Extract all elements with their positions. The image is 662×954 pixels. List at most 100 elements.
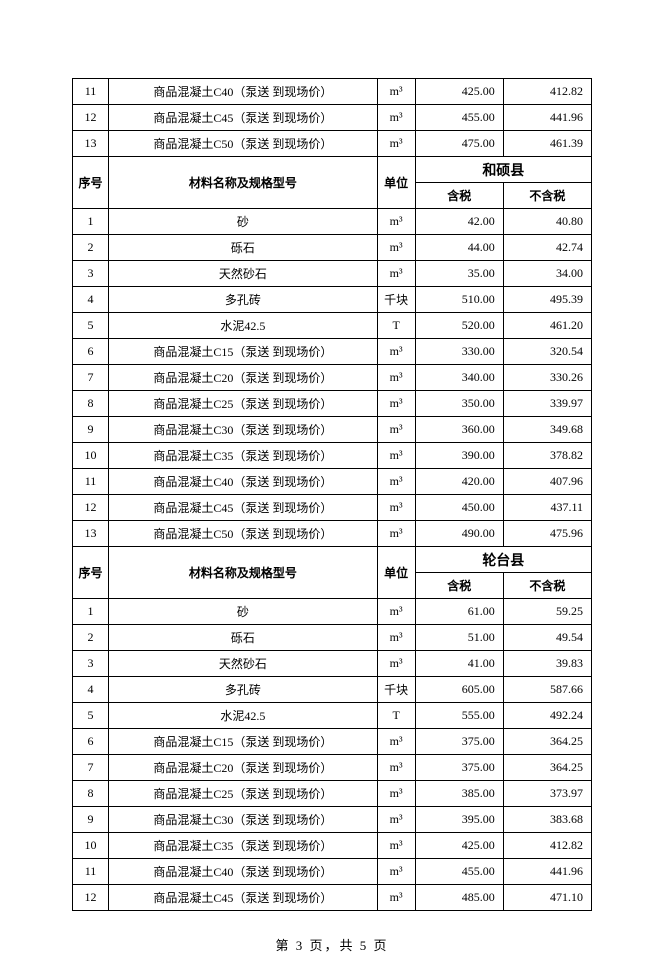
table-row: 7商品混凝土C20（泵送 到现场价）m³340.00330.26 <box>73 365 592 391</box>
unit: m³ <box>377 469 415 495</box>
table-row: 12商品混凝土C45（泵送 到现场价）m³450.00437.11 <box>73 495 592 521</box>
price-tax: 455.00 <box>415 859 503 885</box>
material-name: 商品混凝土C20（泵送 到现场价） <box>109 365 378 391</box>
table-row: 1砂m³61.0059.25 <box>73 599 592 625</box>
price-tax: 375.00 <box>415 755 503 781</box>
col-header-name: 材料名称及规格型号 <box>109 157 378 209</box>
table-row: 11商品混凝土C40（泵送 到现场价）m³420.00407.96 <box>73 469 592 495</box>
table-row: 7商品混凝土C20（泵送 到现场价）m³375.00364.25 <box>73 755 592 781</box>
price-notax: 412.82 <box>503 79 591 105</box>
price-notax: 378.82 <box>503 443 591 469</box>
table-row: 5水泥42.5T520.00461.20 <box>73 313 592 339</box>
price-tax: 340.00 <box>415 365 503 391</box>
price-notax: 42.74 <box>503 235 591 261</box>
unit: 千块 <box>377 677 415 703</box>
row-index: 5 <box>73 703 109 729</box>
price-tax: 395.00 <box>415 807 503 833</box>
row-index: 7 <box>73 755 109 781</box>
col-header-notax: 不含税 <box>503 573 591 599</box>
unit: m³ <box>377 209 415 235</box>
col-header-notax: 不含税 <box>503 183 591 209</box>
price-tax: 360.00 <box>415 417 503 443</box>
row-index: 12 <box>73 105 109 131</box>
price-tax: 475.00 <box>415 131 503 157</box>
unit: m³ <box>377 651 415 677</box>
price-notax: 383.68 <box>503 807 591 833</box>
col-header-unit: 单位 <box>377 547 415 599</box>
table-row: 3天然砂石m³35.0034.00 <box>73 261 592 287</box>
col-header-name: 材料名称及规格型号 <box>109 547 378 599</box>
material-name: 商品混凝土C40（泵送 到现场价） <box>109 859 378 885</box>
row-index: 2 <box>73 235 109 261</box>
material-name: 砾石 <box>109 235 378 261</box>
material-name: 商品混凝土C15（泵送 到现场价） <box>109 339 378 365</box>
material-name: 砂 <box>109 209 378 235</box>
unit: m³ <box>377 885 415 911</box>
unit: m³ <box>377 729 415 755</box>
price-tax: 520.00 <box>415 313 503 339</box>
price-tax: 330.00 <box>415 339 503 365</box>
unit: m³ <box>377 417 415 443</box>
unit: m³ <box>377 79 415 105</box>
price-tax: 390.00 <box>415 443 503 469</box>
row-index: 13 <box>73 131 109 157</box>
price-notax: 364.25 <box>503 755 591 781</box>
price-notax: 441.96 <box>503 859 591 885</box>
price-tax: 425.00 <box>415 833 503 859</box>
price-tax: 605.00 <box>415 677 503 703</box>
price-notax: 441.96 <box>503 105 591 131</box>
price-notax: 461.39 <box>503 131 591 157</box>
unit: T <box>377 703 415 729</box>
row-index: 8 <box>73 781 109 807</box>
unit: m³ <box>377 521 415 547</box>
price-notax: 320.54 <box>503 339 591 365</box>
table-row: 13商品混凝土C50（泵送 到现场价）m³475.00461.39 <box>73 131 592 157</box>
unit: T <box>377 313 415 339</box>
price-tax: 485.00 <box>415 885 503 911</box>
unit: m³ <box>377 859 415 885</box>
table-row: 10商品混凝土C35（泵送 到现场价）m³390.00378.82 <box>73 443 592 469</box>
material-name: 砂 <box>109 599 378 625</box>
price-tax: 51.00 <box>415 625 503 651</box>
material-name: 商品混凝土C35（泵送 到现场价） <box>109 443 378 469</box>
price-notax: 461.20 <box>503 313 591 339</box>
region-name: 和硕县 <box>415 157 591 183</box>
material-name: 商品混凝土C25（泵送 到现场价） <box>109 391 378 417</box>
table-row: 13商品混凝土C50（泵送 到现场价）m³490.00475.96 <box>73 521 592 547</box>
unit: m³ <box>377 755 415 781</box>
row-index: 3 <box>73 261 109 287</box>
price-notax: 587.66 <box>503 677 591 703</box>
unit: 千块 <box>377 287 415 313</box>
material-name: 商品混凝土C40（泵送 到现场价） <box>109 79 378 105</box>
row-index: 8 <box>73 391 109 417</box>
price-notax: 495.39 <box>503 287 591 313</box>
unit: m³ <box>377 443 415 469</box>
row-index: 10 <box>73 443 109 469</box>
price-tax: 61.00 <box>415 599 503 625</box>
price-tax: 420.00 <box>415 469 503 495</box>
table-row: 5水泥42.5T555.00492.24 <box>73 703 592 729</box>
table-row: 11商品混凝土C40（泵送 到现场价）m³425.00412.82 <box>73 79 592 105</box>
col-header-tax: 含税 <box>415 573 503 599</box>
unit: m³ <box>377 833 415 859</box>
unit: m³ <box>377 339 415 365</box>
material-name: 商品混凝土C45（泵送 到现场价） <box>109 105 378 131</box>
table-row: 9商品混凝土C30（泵送 到现场价）m³395.00383.68 <box>73 807 592 833</box>
price-tax: 385.00 <box>415 781 503 807</box>
row-index: 1 <box>73 599 109 625</box>
price-notax: 40.80 <box>503 209 591 235</box>
price-tax: 425.00 <box>415 79 503 105</box>
material-name: 多孔砖 <box>109 677 378 703</box>
price-tax: 455.00 <box>415 105 503 131</box>
unit: m³ <box>377 495 415 521</box>
col-header-index: 序号 <box>73 547 109 599</box>
col-header-tax: 含税 <box>415 183 503 209</box>
row-index: 2 <box>73 625 109 651</box>
page-footer: 第 3 页，共 5 页 <box>72 935 592 954</box>
row-index: 7 <box>73 365 109 391</box>
section-header-row: 序号材料名称及规格型号单位轮台县 <box>73 547 592 573</box>
price-notax: 49.54 <box>503 625 591 651</box>
material-name: 商品混凝土C50（泵送 到现场价） <box>109 131 378 157</box>
unit: m³ <box>377 807 415 833</box>
table-row: 9商品混凝土C30（泵送 到现场价）m³360.00349.68 <box>73 417 592 443</box>
